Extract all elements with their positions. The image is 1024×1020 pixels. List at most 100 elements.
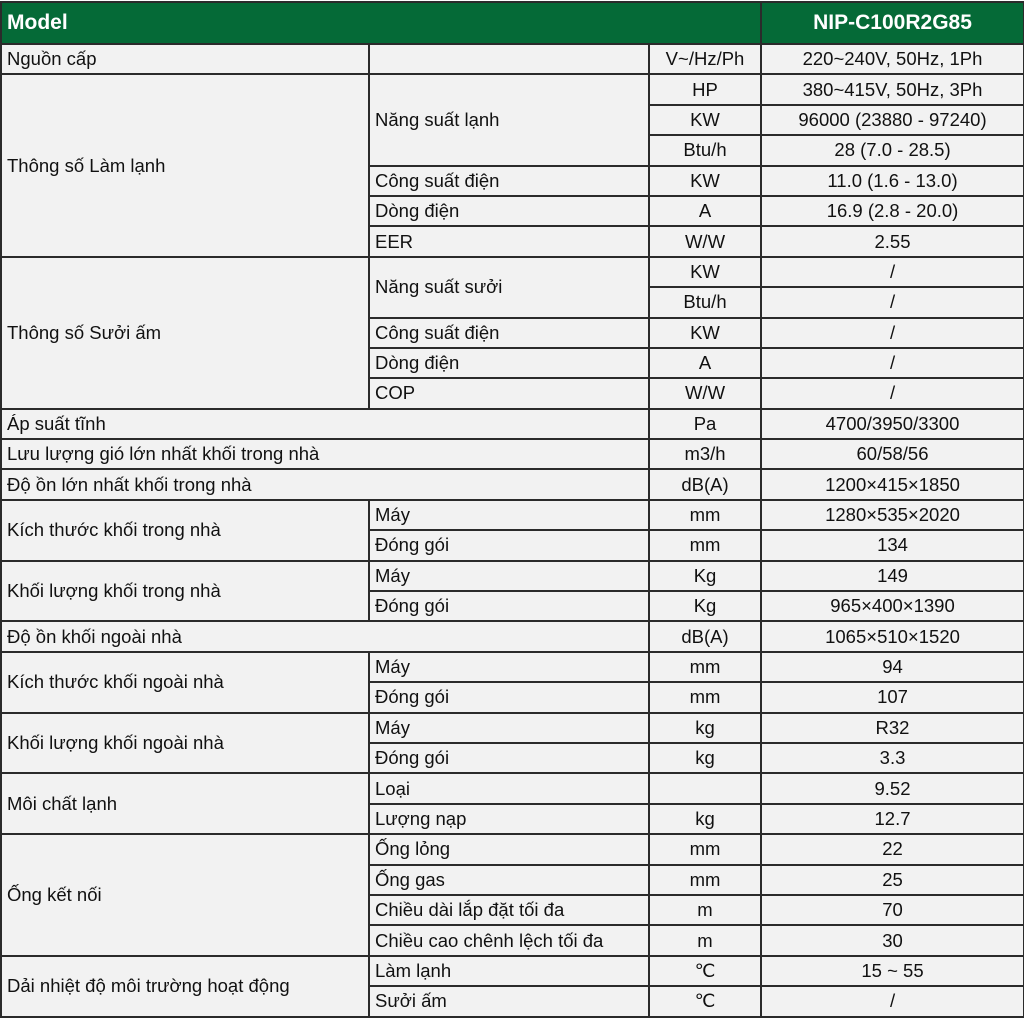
value-cell: 1065×510×1520: [760, 620, 1024, 653]
value-cell: 1280×535×2020: [760, 498, 1024, 532]
label-cell: Lượng nạp: [368, 802, 650, 836]
value-cell: /: [760, 346, 1024, 380]
table-row: Thông số Làm lạnh Năng suất lạnh HP 380~415…: [0, 73, 1024, 258]
value-cell: kg: [647, 711, 763, 744]
value-cell: ℃: [647, 985, 763, 1018]
value-cell: KW: [647, 164, 763, 197]
value-cell: 30: [760, 924, 1024, 957]
table-row: Đóng gói Kg 965×400×1390: [1, 590, 1024, 623]
value-cell: mm: [647, 681, 763, 714]
table-row: Độ ồn khối ngoài nhà dB(A) 1065×510×1520: [0, 620, 1024, 653]
value-cell: 3.3: [760, 741, 1024, 775]
table-row: Đóng gói kg 3.3: [1, 741, 1024, 775]
model-label: Model: [0, 1, 763, 45]
value-cell: ℃: [647, 954, 763, 988]
value-cell: 134: [760, 529, 1024, 562]
label-cell: Dòng điện: [368, 194, 650, 228]
value-cell: mm: [647, 650, 763, 684]
value-cell: /: [760, 377, 1024, 410]
table-row: Lượng nạp kg 12.7: [1, 802, 1024, 836]
label-cell: COP: [368, 377, 650, 410]
value-cell: /: [760, 985, 1024, 1018]
table-row: Ống kết nối Ống lỏng mm 22: [0, 833, 1024, 957]
value-cell: 9.52: [760, 772, 1024, 805]
value-cell: 2.55: [760, 225, 1024, 258]
value-cell: Kg: [647, 559, 763, 593]
table-row: Công suất điện KW 11.0 (1.6 - 13.0): [1, 164, 1024, 197]
header-row: Model NIP-C100R2G85: [0, 1, 1024, 45]
table-row: Kích thước khối trong nhà Máy mm 1280×535×2…: [0, 498, 1024, 562]
model-value: NIP-C100R2G85: [760, 1, 1024, 45]
label-cell: Sưởi ấm: [368, 985, 650, 1018]
label-cell: [368, 42, 650, 76]
value-cell: /: [760, 255, 1024, 289]
label-cell: Năng suất lạnh: [368, 73, 650, 167]
value-cell: 220~240V, 50Hz, 1Ph: [760, 42, 1024, 76]
value-cell: HP: [647, 73, 763, 106]
value-cell: mm: [647, 863, 763, 896]
value-cell: kg: [647, 741, 763, 775]
value-cell: KW: [647, 255, 763, 289]
table-row: Dòng điện A 16.9 (2.8 - 20.0): [1, 194, 1024, 228]
table-row: Công suất điện KW /: [1, 316, 1024, 349]
label-cell: Thông số Sưởi ấm: [0, 255, 370, 410]
label-cell: Khối lượng khối ngoài nhà: [0, 711, 370, 775]
table-row: Khối lượng khối ngoài nhà Máy kg R32: [0, 711, 1024, 775]
value-cell: 12.7: [760, 802, 1024, 836]
label-cell: Loại: [368, 772, 650, 805]
table-row: Độ ồn lớn nhất khối trong nhà dB(A) 1200×4…: [0, 468, 1024, 501]
value-cell: KW: [647, 316, 763, 349]
value-cell: Pa: [647, 407, 763, 441]
table-row: Dải nhiệt độ môi trường hoạt động Làm lạn…: [0, 954, 1024, 1018]
label-cell: Kích thước khối trong nhà: [0, 498, 370, 562]
value-cell: 70: [760, 893, 1024, 927]
table-row: Btu/h /: [1, 286, 1024, 319]
table-row: Kích thước khối ngoài nhà Máy mm 94: [0, 650, 1024, 714]
value-cell: W/W: [647, 225, 763, 258]
value-cell: V~/Hz/Ph: [647, 42, 763, 76]
label-cell: Máy: [368, 650, 650, 684]
label-cell: Dòng điện: [368, 346, 650, 380]
table-row: Đóng gói mm 134: [1, 529, 1024, 562]
label-cell: Áp suất tĩnh: [0, 407, 650, 441]
label-cell: Năng suất sưởi: [368, 255, 650, 319]
table-row: Thông số Sưởi ấm Năng suất sưởi KW /: [0, 255, 1024, 410]
label-cell: Máy: [368, 498, 650, 532]
value-cell: m: [647, 924, 763, 957]
table-row: Btu/h 28 (7.0 - 28.5): [1, 134, 1024, 167]
label-cell: Ống kết nối: [0, 833, 370, 957]
label-cell: Đóng gói: [368, 529, 650, 562]
table-row: Sưởi ấm ℃ /: [1, 985, 1024, 1018]
value-cell: W/W: [647, 377, 763, 410]
label-cell: Máy: [368, 559, 650, 593]
label-cell: Đóng gói: [368, 590, 650, 623]
table-row: Môi chất lạnh Loại 9.52: [0, 772, 1024, 836]
table-row: Nguồn cấp V~/Hz/Ph 220~240V, 50Hz, 1Ph: [0, 42, 1024, 76]
label-cell: Độ ồn khối ngoài nhà: [0, 620, 650, 653]
value-cell: A: [647, 194, 763, 228]
value-cell: 22: [760, 833, 1024, 866]
value-cell: /: [760, 286, 1024, 319]
value-cell: 60/58/56: [760, 438, 1024, 471]
value-cell: 15 ~ 55: [760, 954, 1024, 988]
label-cell: Ống gas: [368, 863, 650, 896]
table-row: Dòng điện A /: [1, 346, 1024, 380]
label-cell: Nguồn cấp: [0, 42, 370, 76]
label-cell: Dải nhiệt độ môi trường hoạt động: [0, 954, 370, 1018]
value-cell: m3/h: [647, 438, 763, 471]
table-row: Đóng gói mm 107: [1, 681, 1024, 714]
table-row: Khối lượng khối trong nhà Máy Kg 149: [0, 559, 1024, 623]
value-cell: 25: [760, 863, 1024, 896]
value-cell: KW: [647, 103, 763, 137]
value-cell: Kg: [647, 590, 763, 623]
value-cell: 965×400×1390: [760, 590, 1024, 623]
value-cell: /: [760, 316, 1024, 349]
table-row: Áp suất tĩnh Pa 4700/3950/3300: [0, 407, 1024, 441]
label-cell: Đóng gói: [368, 741, 650, 775]
label-cell: Công suất điện: [368, 164, 650, 197]
value-cell: 96000 (23880 - 97240): [760, 103, 1024, 137]
value-cell: mm: [647, 498, 763, 532]
value-cell: dB(A): [647, 468, 763, 501]
value-cell: dB(A): [647, 620, 763, 653]
